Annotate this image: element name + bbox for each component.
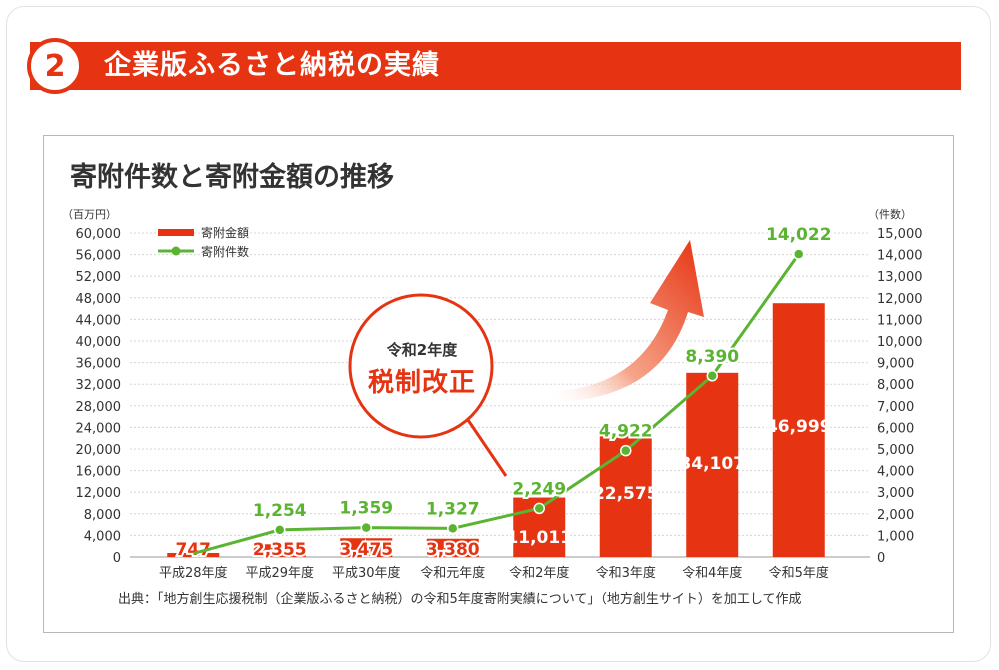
right-tick-label: 7,000: [877, 400, 914, 415]
x-category-label: 令和2年度: [509, 565, 569, 581]
left-tick-label: 56,000: [76, 249, 122, 264]
bar: [340, 538, 393, 557]
growth-arrow-icon: [548, 240, 704, 402]
line-point: [620, 444, 632, 457]
right-tick-label: 10,000: [877, 335, 923, 350]
left-tick-label: 20,000: [76, 443, 122, 458]
right-tick-label: 1,000: [877, 529, 914, 544]
left-tick-label: 36,000: [76, 357, 122, 372]
bar-value-label: 3,475: [339, 540, 393, 560]
callout-bubble: [348, 293, 494, 439]
right-tick-label: 13,000: [877, 270, 923, 285]
x-category-label: 令和元年度: [420, 565, 485, 581]
right-tick-label: 3,000: [877, 486, 914, 501]
bar-value-label: 46,999: [766, 417, 832, 437]
left-tick-label: 16,000: [76, 465, 122, 480]
line-path: [192, 253, 800, 555]
line-value-label: 8,390: [685, 347, 739, 367]
x-category-label: 令和5年度: [769, 565, 829, 581]
left-tick-label: 4,000: [84, 529, 121, 544]
left-tick-label: 0: [113, 551, 121, 566]
left-tick-label: 8,000: [84, 508, 121, 523]
right-tick-label: 14,000: [877, 249, 923, 264]
right-tick-label: 2,000: [877, 508, 914, 523]
right-axis-unit: （件数）: [868, 208, 912, 221]
right-tick-label: 0: [877, 551, 885, 566]
line-series: [192, 248, 805, 555]
section-number-badge: 2: [27, 38, 83, 94]
callout-pointer: [466, 419, 508, 477]
legend-bar-swatch: [158, 229, 194, 236]
line-point: [533, 502, 545, 515]
right-tick-label: 12,000: [877, 292, 923, 307]
right-tick-label: 11,000: [877, 313, 923, 328]
left-tick-label: 24,000: [76, 421, 122, 436]
line-point: [360, 521, 372, 534]
right-axis-ticks: 0 1,000 2,000 3,000 4,000 5,000 6,000 7,000 8,00…: [877, 227, 923, 566]
legend-line-label: 寄附件数: [201, 244, 249, 259]
bar-value-label: 3,380: [426, 540, 480, 560]
bar-value-label: 2,355: [253, 540, 307, 560]
line-value-label: 2,249: [512, 479, 566, 499]
left-tick-label: 60,000: [76, 227, 122, 242]
line-point: [447, 522, 459, 535]
source-note: 出典：「地方創生応援税制（企業版ふるさと納税）の令和5年度寄附実績について」（地…: [118, 592, 802, 607]
line-point: [706, 370, 718, 382]
x-category-label: 平成29年度: [245, 565, 314, 581]
right-tick-label: 15,000: [877, 227, 923, 242]
bar-value-label: 22,575: [593, 484, 659, 504]
bar-value-label: 11,011: [506, 528, 572, 548]
x-category-label: 令和4年度: [682, 565, 742, 581]
right-tick-label: 9,000: [877, 357, 914, 372]
left-tick-label: 12,000: [76, 486, 122, 501]
right-tick-label: 4,000: [877, 465, 914, 480]
callout-label: 税制改正: [367, 368, 476, 398]
left-tick-label: 32,000: [76, 378, 122, 393]
bar: [253, 544, 306, 557]
legend-line-marker: [171, 246, 181, 256]
left-tick-label: 40,000: [76, 335, 122, 350]
bar-series: [167, 303, 825, 557]
left-axis-ticks: 0 4,000 8,000 12,000 16,000 20,000 24,000 28,00…: [76, 227, 122, 566]
left-tick-label: 48,000: [76, 292, 122, 307]
right-tick-label: 6,000: [877, 421, 914, 436]
chart-title: 寄附件数と寄附金額の推移: [70, 162, 394, 193]
bar: [772, 303, 825, 557]
bar-value-label: 34,107: [679, 454, 745, 474]
left-axis-unit: （百万円）: [62, 208, 117, 221]
callout-year: 令和2年度: [386, 341, 458, 359]
bar: [167, 552, 220, 557]
right-tick-label: 5,000: [877, 443, 914, 458]
x-category-label: 平成30年度: [332, 565, 401, 581]
x-axis-categories: 平成28年度 平成29年度 平成30年度 令和元年度 令和2年度 令和3年度 令和4年度 令和…: [159, 565, 829, 581]
right-tick-label: 8,000: [877, 378, 914, 393]
line-point: [793, 248, 805, 260]
line-value-label: 1,327: [426, 499, 480, 519]
gridlines: [130, 232, 870, 558]
x-category-label: 平成28年度: [159, 565, 228, 581]
x-category-label: 令和3年度: [596, 565, 656, 581]
bar: [686, 372, 739, 557]
section-banner: [30, 42, 961, 90]
left-tick-label: 52,000: [76, 270, 122, 285]
line-value-labels: 1,254 1,359 1,327 2,249 4,922 8,390 14,022: [251, 223, 834, 523]
bar: [426, 538, 479, 557]
line-value-label: 1,359: [339, 499, 393, 519]
line-value-label: 4,922: [599, 422, 653, 442]
left-tick-label: 44,000: [76, 313, 122, 328]
legend-bar-label: 寄附金額: [201, 225, 249, 240]
bar-value-labels: 747 2,355 3,475 3,38011,01122,57534,10746,9…: [174, 417, 832, 562]
section-title: 企業版ふるさと納税の実績: [104, 50, 440, 81]
line-value-label: 14,022: [766, 225, 832, 245]
line-value-label: 1,254: [253, 501, 307, 521]
left-tick-label: 28,000: [76, 400, 122, 415]
line-point: [274, 524, 286, 536]
